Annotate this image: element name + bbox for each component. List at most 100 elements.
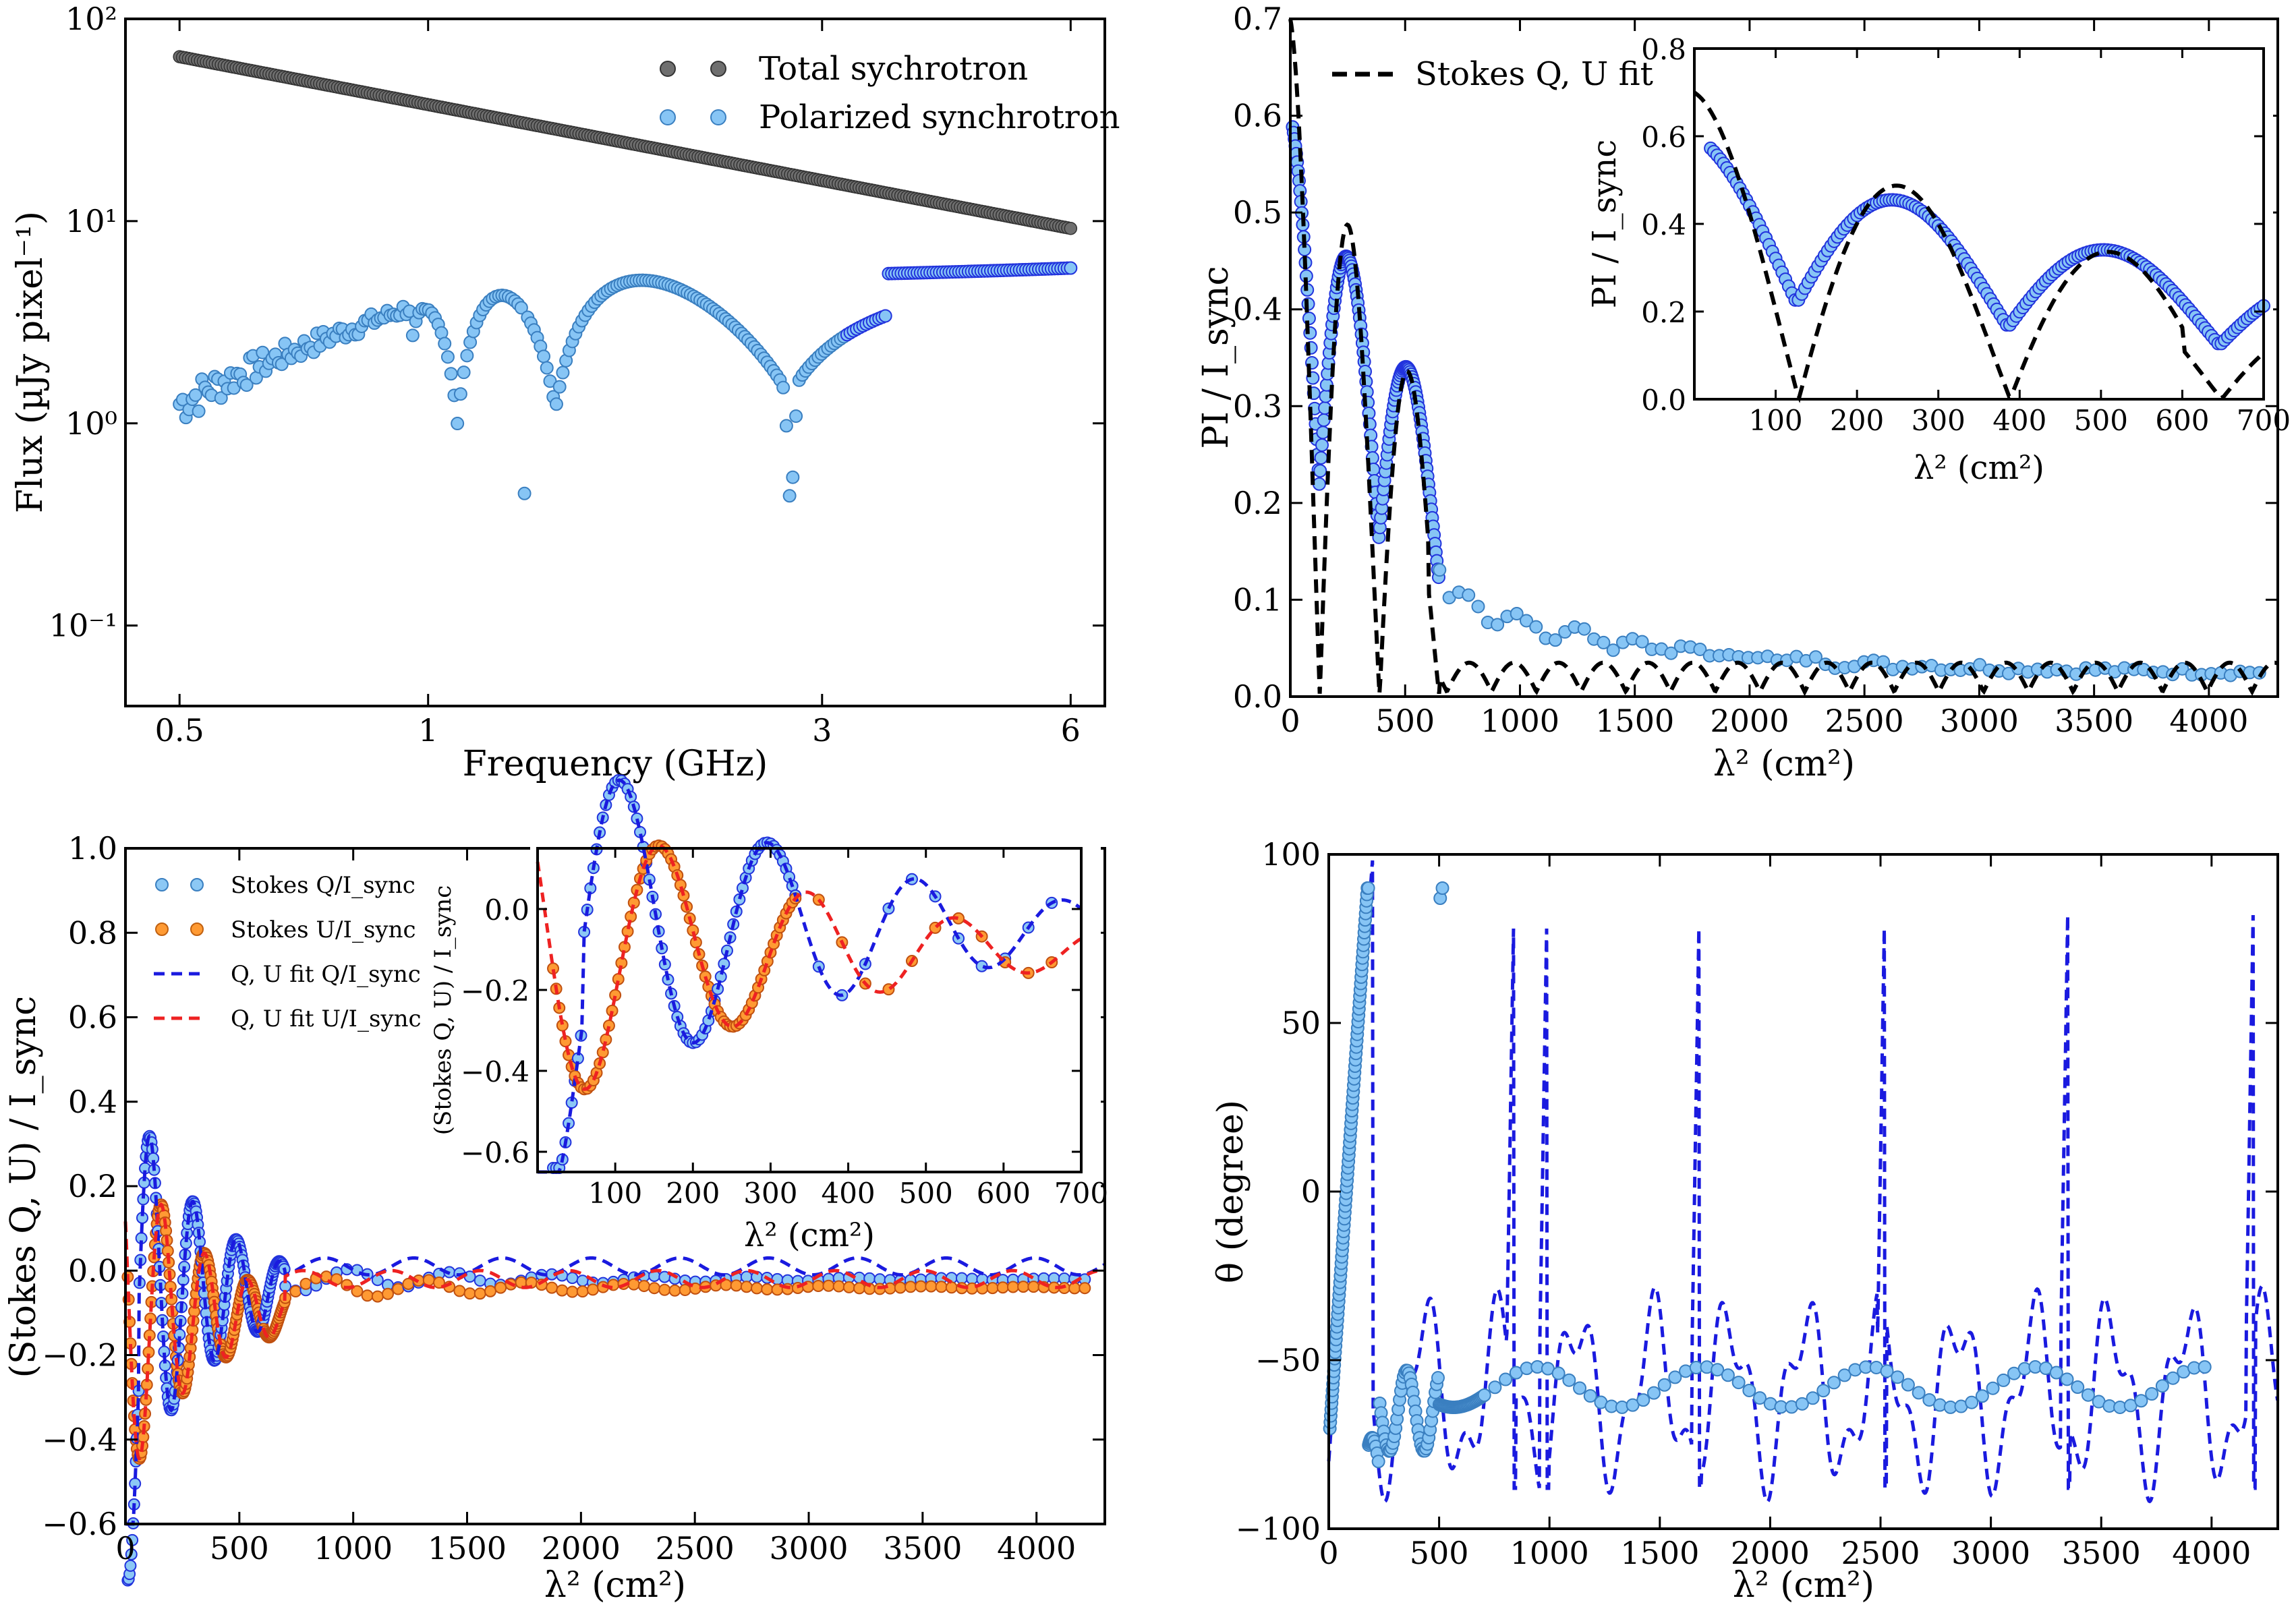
- pi-inset: 100 200 300 400 500 600 700 0.0 0.2 0.4 0.6 0.8 λ² …: [1586, 33, 2291, 487]
- theta-fit-line: [1327, 860, 2280, 1504]
- theta-data-point: [2060, 1372, 2074, 1386]
- stokes-u-point: [361, 1289, 374, 1302]
- stokes-u-point: [853, 1282, 865, 1295]
- legend-marker-polarized: [660, 109, 676, 125]
- x-tick-label: 200: [1830, 404, 1884, 437]
- y-tick-label: −0.2: [42, 1337, 117, 1374]
- polarized-sync-point: [453, 387, 467, 401]
- theta-y-label: θ (degree): [1211, 1100, 1251, 1283]
- y-tick-label: 50: [1281, 1005, 1321, 1041]
- theta-data-point: [2049, 1366, 2063, 1380]
- theta-plot-frame: [1327, 853, 2279, 1530]
- theta-data-point: [1806, 1391, 1820, 1405]
- theta-data-point: [2134, 1394, 2148, 1408]
- x-tick-label: 400: [1992, 404, 2046, 437]
- stokes-legend: Stokes Q/I_sync Stokes U/I_sync Q, U fit…: [154, 872, 422, 1032]
- stokes-u-point: [740, 1281, 753, 1293]
- polarized-sync-point: [540, 361, 554, 375]
- stokes-u-point: [392, 1283, 405, 1295]
- pi-data-point: [1519, 614, 1533, 628]
- pi-inset-fit-line: [1693, 90, 2264, 403]
- pi-series: [1286, 18, 2279, 697]
- polarized-sync-point: [192, 404, 206, 418]
- panel-pi: 0 500 1000 1500 2000 2500 3000 3500 4000 0.0 0.1 0.…: [1196, 1, 2291, 784]
- stokes-u-point: [556, 1284, 569, 1297]
- pi-data-point: [1314, 450, 1328, 465]
- stokes-u-point: [648, 1282, 661, 1295]
- theta-data-point: [1721, 1368, 1735, 1382]
- y-tick-label: 0.1: [1233, 581, 1282, 618]
- polarized-sync-point: [457, 365, 471, 380]
- theta-data-point: [1361, 881, 1375, 895]
- stokes-q-point: [740, 1270, 753, 1283]
- stokes-u-point: [761, 1283, 774, 1295]
- stokes-inset-u-fit-line: [536, 844, 1082, 1091]
- stokes-u-point: [996, 1281, 1009, 1294]
- pi-plot-frame: [1289, 18, 2279, 698]
- theta-data-point: [1986, 1381, 2000, 1395]
- polarized-sync-point: [214, 391, 228, 405]
- polarized-sync-point: [1064, 261, 1078, 275]
- stokes-u-point: [730, 1279, 743, 1292]
- x-tick-label: 500: [210, 1530, 269, 1566]
- pi-data-point: [1693, 642, 1707, 656]
- theta-data-point: [1827, 1376, 1841, 1390]
- x-tick-label: 300: [743, 1177, 797, 1210]
- x-tick-label: 4000: [997, 1530, 1076, 1566]
- x-tick-label: 3000: [769, 1530, 848, 1566]
- y-tick-label: 1.0: [68, 830, 117, 867]
- stokes-u-point: [1079, 1282, 1091, 1295]
- polarized-sync-point: [275, 357, 289, 372]
- stokes-u-point: [473, 1287, 486, 1300]
- theta-data-point: [1646, 1386, 1661, 1400]
- stokes-u-point: [627, 1278, 640, 1291]
- y-tick-label: −0.6: [461, 1136, 529, 1169]
- stokes-ticks: 0 500 1000 1500 2000 2500 3000 3500 4000 −0.6 −0.4…: [42, 830, 1105, 1566]
- stokes-u-point: [382, 1287, 395, 1300]
- pi-x-label: λ² (cm²): [1713, 744, 1855, 784]
- legend-marker-total: [660, 61, 676, 77]
- y-tick-label: 0: [1301, 1173, 1321, 1210]
- stokes-inset-background: [530, 844, 1101, 1222]
- stokes-u-point: [299, 1277, 312, 1290]
- flux-ticks: 0.5 1 3 6 10⁻¹ 10⁰ 10¹ 10²: [49, 1, 1105, 749]
- x-tick-label: 100: [588, 1177, 642, 1210]
- pi-data-point: [1635, 635, 1649, 649]
- y-tick-label: 0.0: [484, 894, 529, 927]
- pi-data-point: [1433, 563, 1447, 577]
- x-tick-label: 600: [2155, 404, 2209, 437]
- x-tick-label: 0: [115, 1530, 135, 1566]
- pi-data-point: [1313, 464, 1327, 478]
- stokes-u-point: [945, 1281, 958, 1294]
- stokes-q-point: [576, 1275, 589, 1287]
- theta-data-point: [2155, 1379, 2169, 1393]
- x-tick-label: 3000: [1940, 703, 2019, 739]
- stokes-u-point: [637, 1280, 650, 1293]
- polarized-sync-point: [786, 470, 800, 484]
- y-tick-label: 10¹: [65, 203, 117, 239]
- x-tick-label: 400: [821, 1177, 875, 1210]
- stokes-u-point: [371, 1290, 384, 1303]
- stokes-u-point: [822, 1279, 835, 1292]
- x-tick-label: 1000: [314, 1530, 393, 1566]
- theta-data-point: [1901, 1378, 1915, 1392]
- y-tick-label: 0.2: [68, 1168, 117, 1204]
- x-tick-label: 2500: [656, 1530, 735, 1566]
- x-tick-label: 3000: [1951, 1535, 2030, 1571]
- pi-fit-line: [1288, 18, 2279, 697]
- flux-y-label: Flux (µJy pixel⁻¹): [10, 211, 51, 513]
- stokes-q-point: [125, 1548, 138, 1560]
- polarized-sync-point: [188, 388, 202, 402]
- theta-data-point: [1551, 1366, 1566, 1380]
- theta-data-point: [1891, 1370, 1905, 1384]
- theta-data-point: [1880, 1364, 1894, 1378]
- stokes-u-point: [1006, 1281, 1019, 1293]
- y-tick-label: 0.4: [68, 1084, 117, 1120]
- x-tick-label: 100: [1748, 404, 1802, 437]
- theta-data-point: [1975, 1389, 1989, 1403]
- stokes-u-point: [658, 1283, 671, 1296]
- stokes-q-point: [126, 1533, 139, 1546]
- stokes-y-label: (Stokes Q, U) / I_sync: [3, 996, 44, 1378]
- theta-data-point: [1668, 1370, 1682, 1384]
